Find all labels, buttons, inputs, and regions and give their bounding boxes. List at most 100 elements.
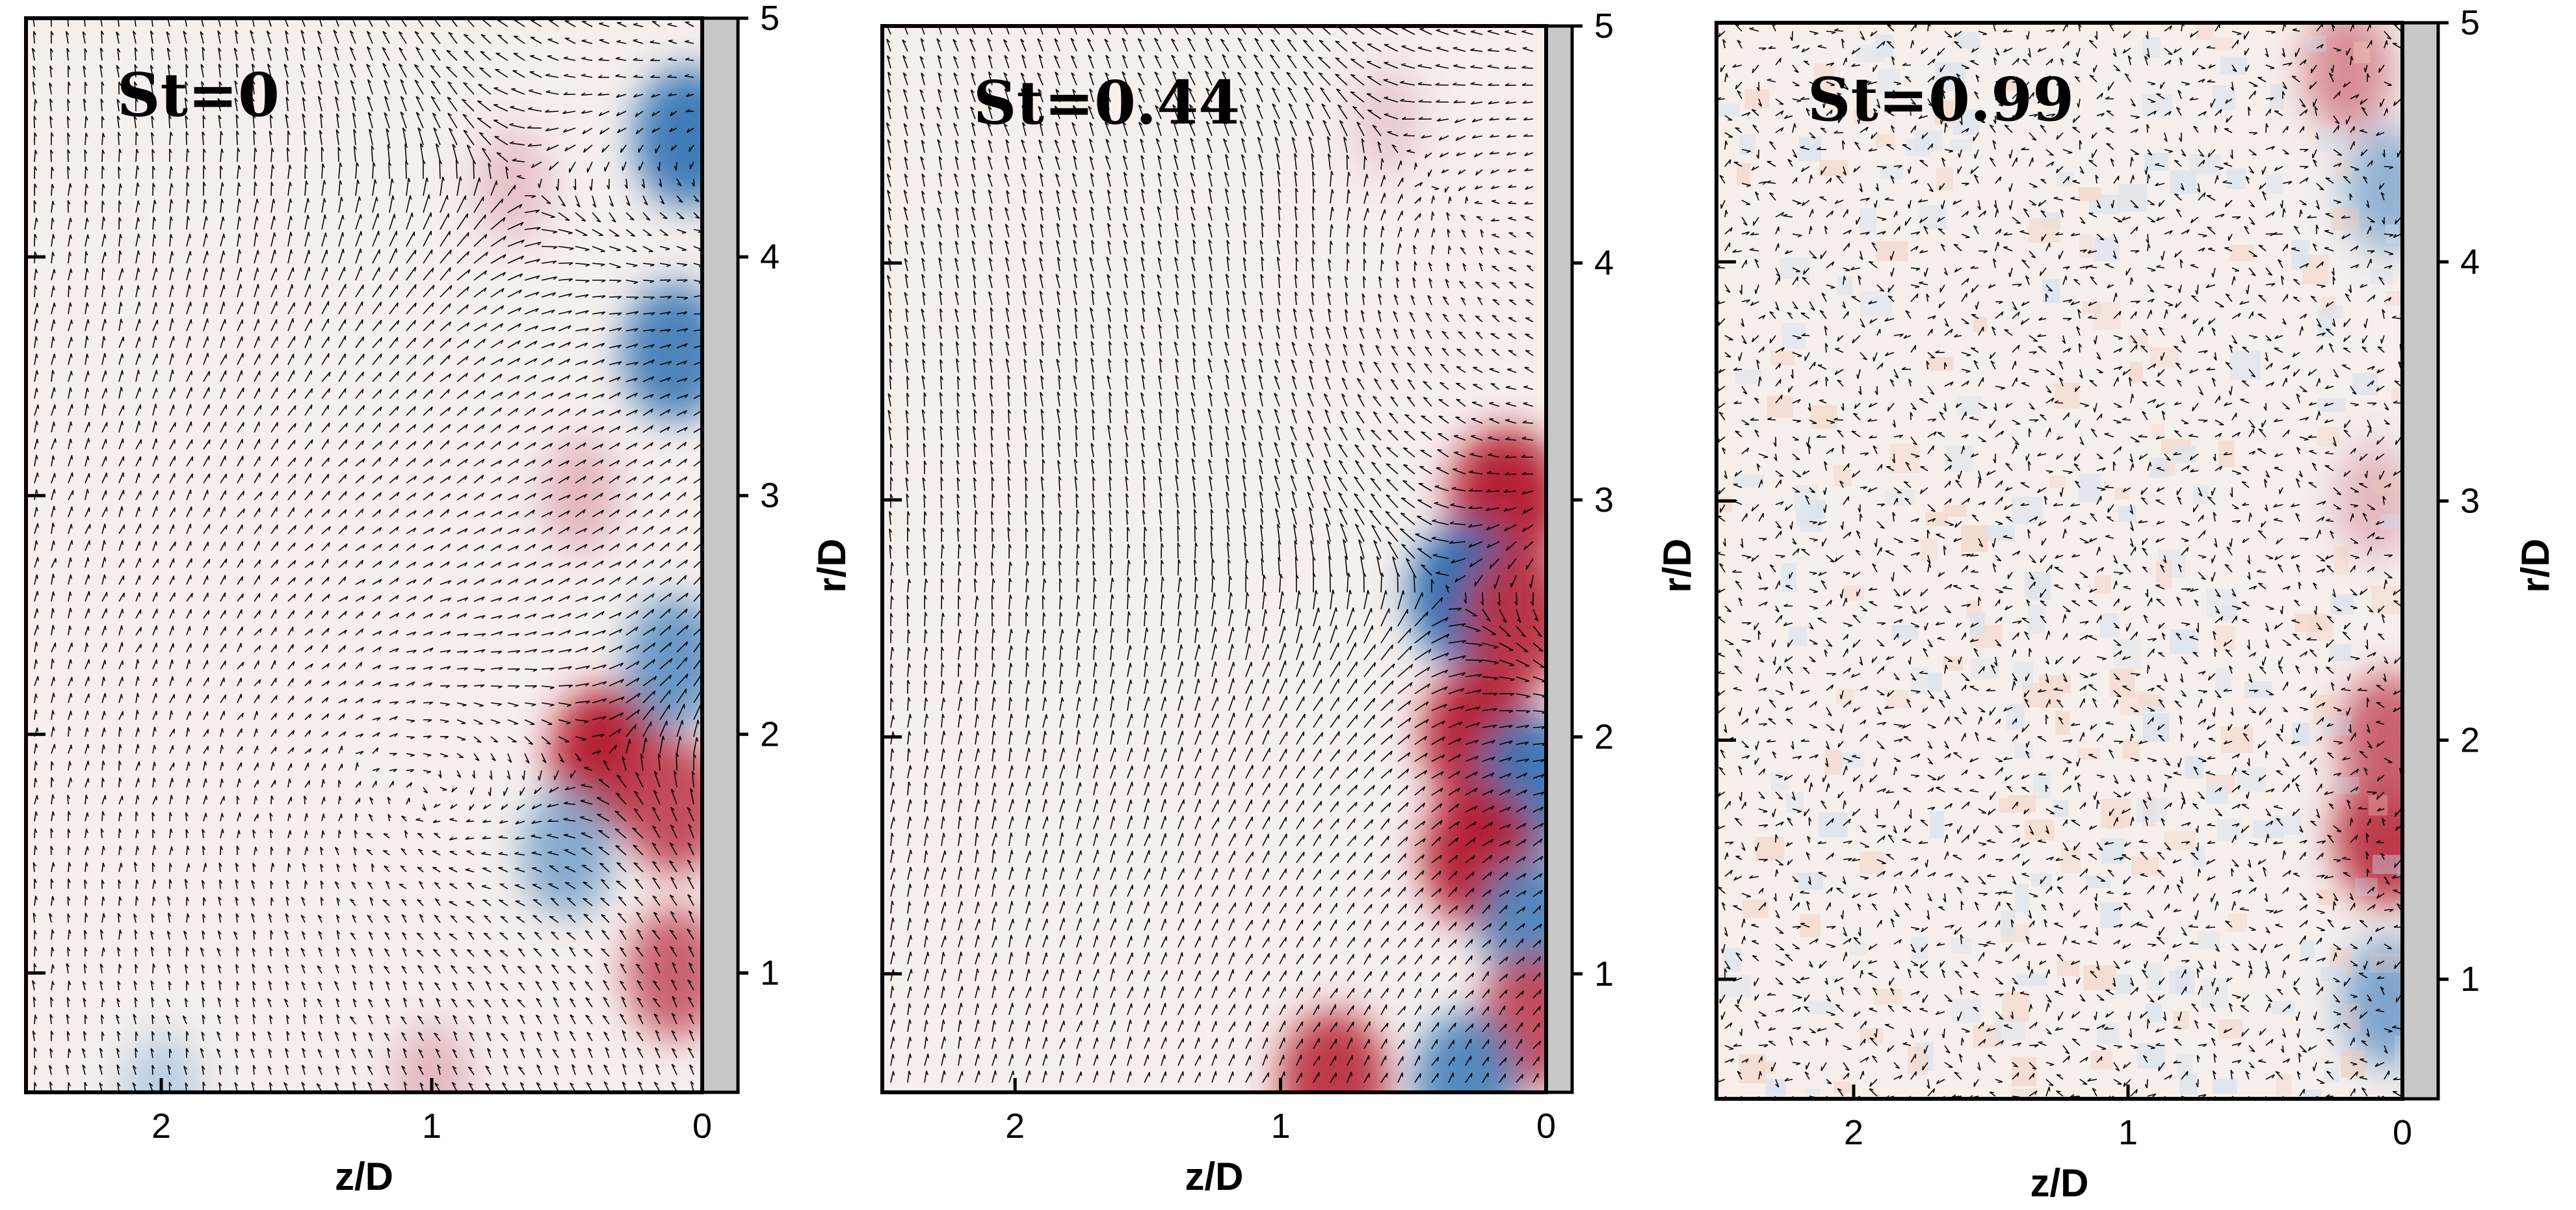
noise-patch	[1936, 168, 1954, 191]
x-axis-label: z/D	[2031, 1161, 2089, 1205]
noise-patch	[2119, 691, 2146, 716]
noise-patch	[1735, 369, 1762, 384]
noise-patch	[1800, 503, 1823, 532]
panel-3: 2 1 0 1 2 3 4 5 z/D St=0.99	[1715, 3, 2480, 1205]
noise-patch	[2317, 889, 2338, 905]
noise-patch	[1911, 936, 1928, 960]
noise-patch	[2237, 767, 2267, 792]
panel-title: St=0.99	[1807, 64, 2074, 135]
y-tick-label: 4	[2460, 243, 2480, 282]
noise-patch	[2206, 781, 2228, 804]
noise-patch	[1969, 612, 1986, 635]
panel-title: St=0	[117, 60, 280, 130]
noise-patch	[2129, 335, 2148, 351]
noise-patch	[2011, 497, 2043, 525]
noise-patch	[1877, 68, 1900, 94]
noise-patch	[1952, 999, 1982, 1023]
noise-patch	[2324, 1067, 2339, 1083]
noise-patch	[1718, 103, 1740, 116]
vorticity-blob	[1350, 64, 1423, 177]
noise-patch	[1956, 396, 1982, 415]
noise-patch	[1874, 988, 1903, 1005]
noise-patch	[2212, 1079, 2237, 1094]
noise-patch	[2085, 876, 2110, 888]
noise-patch	[2317, 427, 2340, 447]
plot-frame	[880, 24, 1548, 1094]
noise-patch	[2271, 1001, 2296, 1015]
noise-patch	[1813, 63, 1835, 92]
noise-patch	[2078, 187, 2101, 202]
noise-patch	[2118, 506, 2136, 522]
vorticity-blob	[623, 737, 702, 875]
contour-layer	[122, 67, 702, 1092]
noise-patch	[2352, 373, 2378, 395]
noise-patch	[2330, 594, 2354, 615]
noise-patch	[1930, 811, 1944, 839]
noise-patch	[2320, 966, 2347, 981]
noise-patch	[2317, 125, 2348, 152]
wall-strip	[2400, 21, 2440, 1101]
noise-patch	[1779, 257, 1809, 280]
noise-patch	[1920, 538, 1938, 562]
y-tick-label: 5	[2460, 3, 2480, 42]
y-tick-label: 1	[760, 953, 780, 992]
noise-patch	[2164, 832, 2195, 850]
wall-strip	[700, 16, 740, 1094]
vorticity-blob	[122, 1034, 200, 1092]
noise-patch	[2014, 743, 2033, 759]
noise-patch	[2001, 910, 2016, 937]
noise-patch	[2328, 305, 2344, 319]
noise-patch	[1770, 772, 1789, 791]
noise-patch	[2082, 301, 2101, 314]
noise-patch	[2386, 291, 2402, 306]
vector-field	[886, 26, 1546, 1083]
noise-patch	[2306, 35, 2326, 52]
plot-frame	[24, 16, 704, 1094]
noise-patch	[2129, 362, 2143, 382]
velocity-vectors	[1716, 23, 2402, 1099]
noise-patch	[2341, 1051, 2366, 1077]
noise-patch	[1919, 205, 1947, 230]
plot-frame	[1715, 21, 2404, 1101]
noise-patch	[1833, 1081, 1852, 1094]
noise-patch	[2024, 819, 2055, 841]
noise-patch	[2168, 971, 2195, 994]
y-tick-label: 2	[2460, 720, 2480, 759]
vorticity-blob	[1279, 1010, 1388, 1092]
vorticity-blob	[2336, 442, 2402, 560]
noise-patch	[2158, 549, 2186, 578]
x-tick-label: 0	[692, 1107, 712, 1146]
noise-patch	[1744, 89, 1770, 109]
noise-patch	[1794, 484, 1818, 512]
noise-patch	[1880, 164, 1904, 179]
noise-patch	[2088, 194, 2121, 214]
noise-patch	[2016, 973, 2048, 986]
noise-patch	[2276, 1073, 2292, 1097]
y-tick-label: 4	[760, 237, 780, 276]
noise-patch	[2229, 350, 2261, 380]
y-tick-label: 3	[1594, 480, 1614, 520]
noise-patch	[2330, 644, 2352, 661]
noise-patch	[2313, 694, 2338, 725]
noise-patch	[2113, 639, 2142, 669]
noise-patch	[2302, 254, 2329, 284]
vorticity-blob	[393, 1021, 471, 1092]
y-tick-label: 5	[760, 0, 780, 38]
noise-patch	[2151, 423, 2165, 437]
noise-patch	[1836, 689, 1854, 704]
y-tick-label: 3	[2460, 482, 2480, 521]
noise-patch	[2244, 681, 2272, 698]
noise-patch	[2391, 388, 2402, 404]
noise-patch	[1928, 672, 1942, 692]
noise-patch	[2369, 953, 2402, 973]
noise-patch	[1810, 405, 1837, 429]
noise-patch	[2380, 514, 2402, 530]
vorticity-blob	[475, 127, 551, 243]
vorticity-blob	[2303, 23, 2392, 133]
noise-patch	[1800, 914, 1820, 938]
vorticity-blob	[622, 283, 702, 422]
noise-patch	[2161, 439, 2192, 454]
x-tick-label: 2	[1844, 1113, 1863, 1152]
noise-patch	[2397, 857, 2402, 878]
x-tick-label: 1	[1271, 1107, 1291, 1146]
